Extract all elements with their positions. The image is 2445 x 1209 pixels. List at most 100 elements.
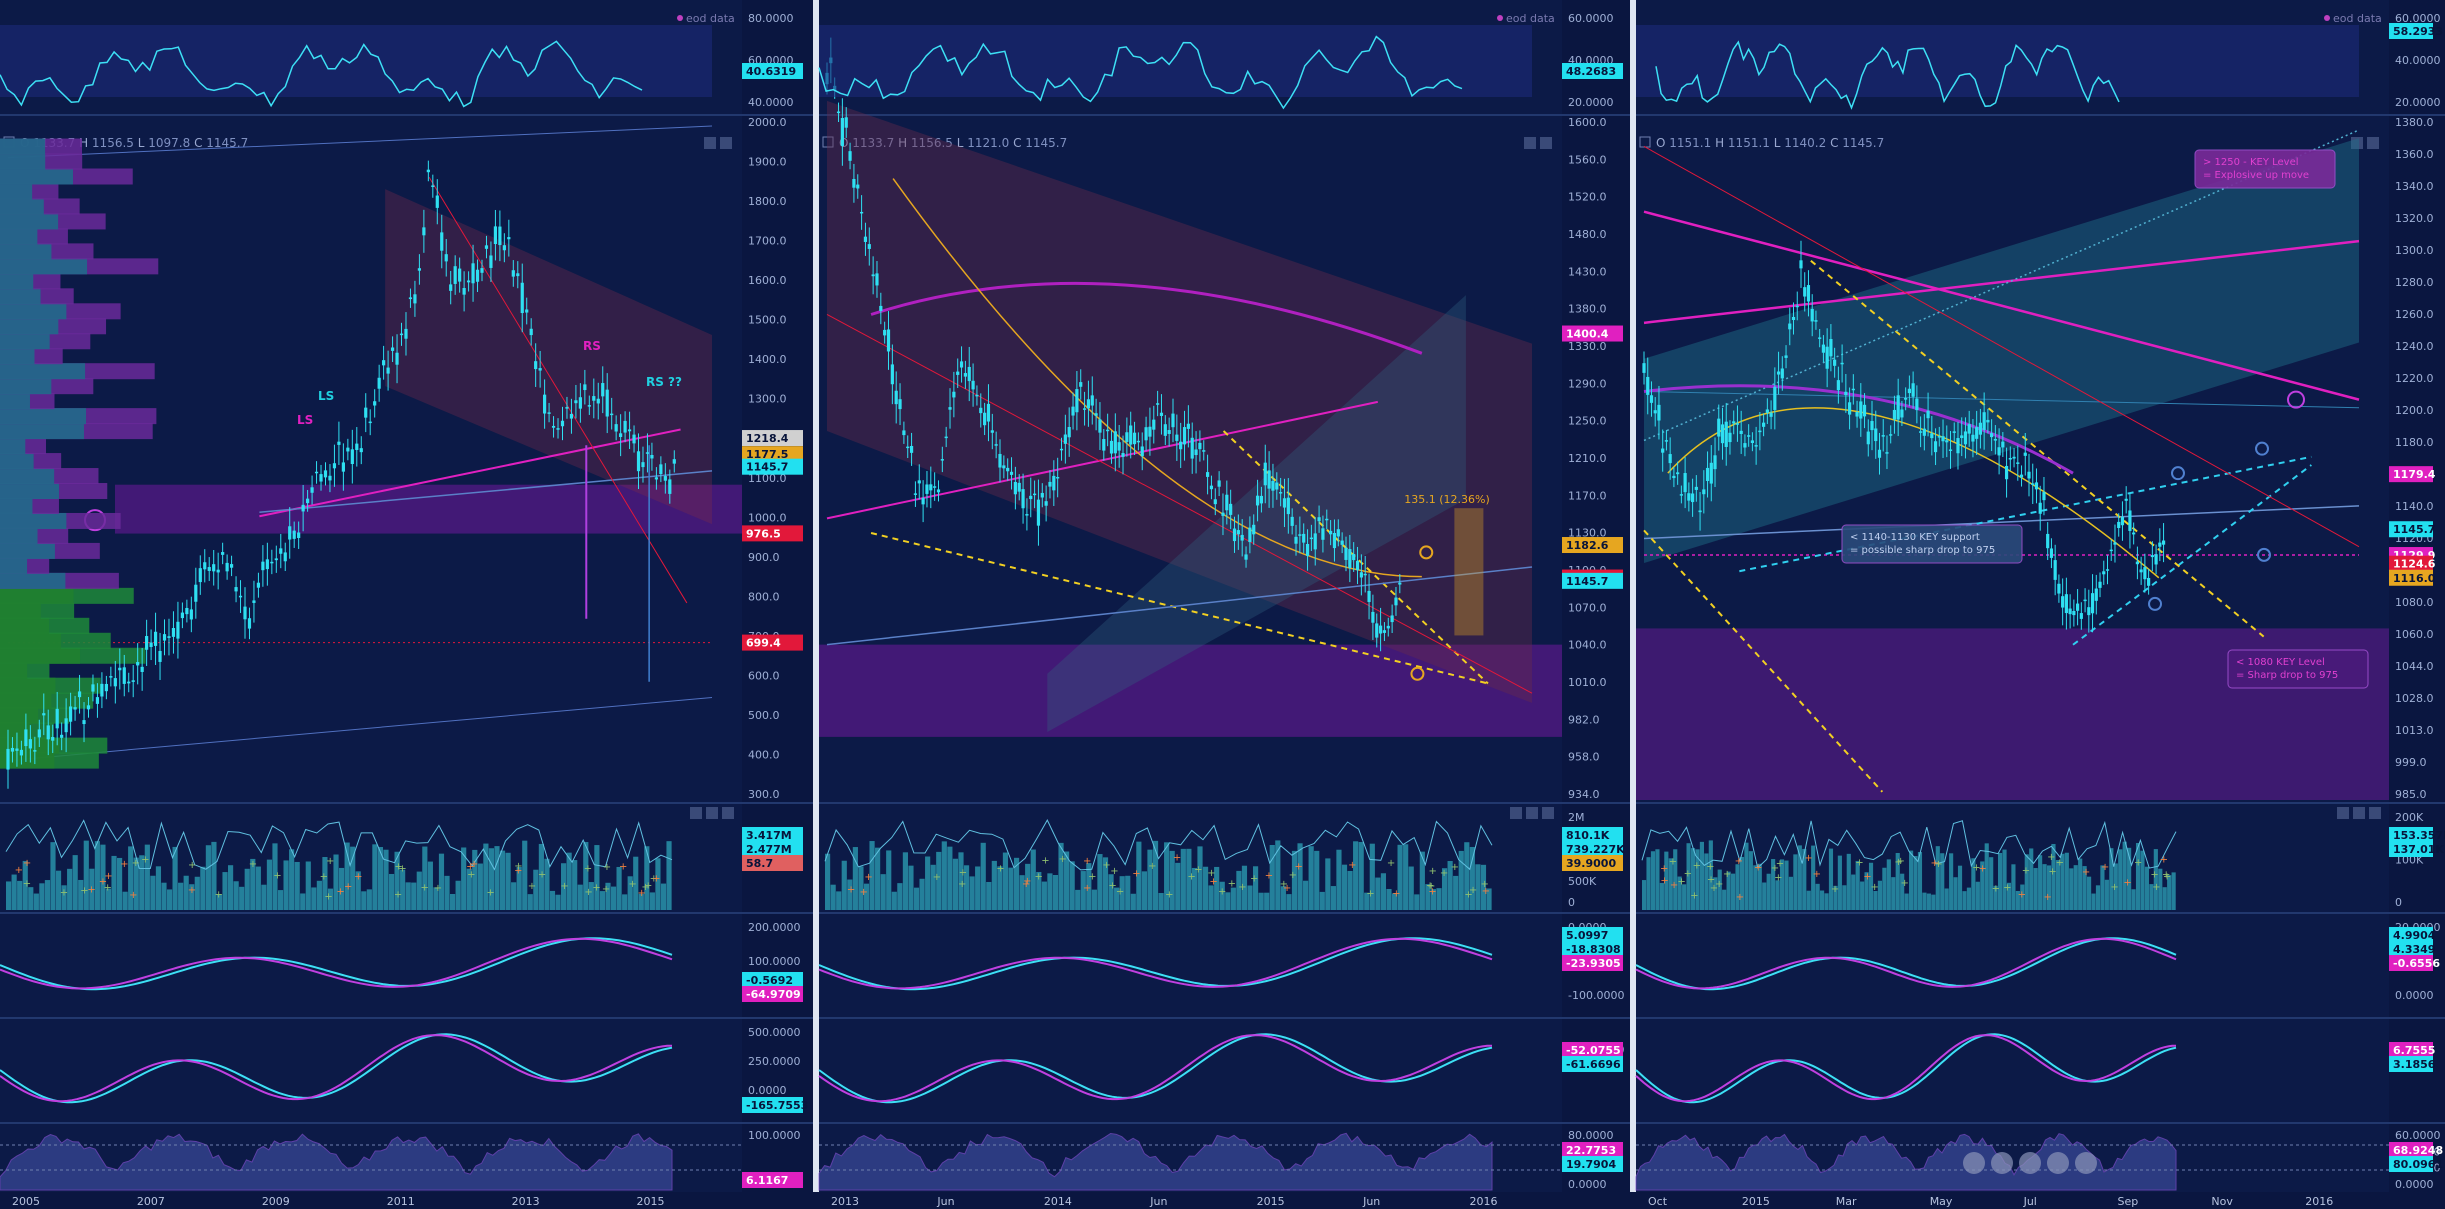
osc-value-label: -165.7553	[746, 1099, 808, 1112]
candle	[69, 706, 73, 722]
value-box	[1562, 572, 1623, 589]
low-value-label: 6.1167	[746, 1174, 788, 1187]
volume-cross-marker: +	[99, 877, 107, 888]
value-box	[1562, 841, 1623, 857]
candle	[1967, 424, 1971, 434]
candle	[1885, 452, 1889, 454]
candle	[2053, 560, 2057, 580]
volume-cross-marker: +	[1690, 890, 1698, 901]
volume-profile-bar	[0, 153, 46, 170]
candle	[2064, 594, 2068, 614]
candle	[547, 412, 551, 414]
volume-cross-marker: +	[2003, 883, 2011, 894]
volume-bar	[416, 871, 422, 910]
rsi-line	[0, 40, 643, 108]
volume-bar	[544, 858, 550, 910]
pane-control-button	[720, 137, 732, 149]
volume-cross-marker: +	[470, 859, 478, 870]
eod-data-watermark: eod data	[2333, 12, 2382, 25]
volume-bar	[2091, 893, 2096, 910]
candle	[279, 548, 283, 554]
candle	[1355, 560, 1360, 571]
volume-bar	[1164, 842, 1170, 910]
candle	[578, 397, 582, 409]
candle	[1221, 512, 1225, 516]
candle	[1359, 572, 1363, 578]
volume-cross-marker: +	[1693, 861, 1701, 872]
volume-bar	[1895, 852, 1900, 910]
navigation-button[interactable]	[1991, 1152, 2013, 1174]
value-box	[2389, 927, 2433, 943]
rsi-band	[819, 25, 1532, 97]
price-tick-label: 1600.0	[1568, 116, 1607, 129]
candle	[1971, 434, 1975, 442]
volume-bar	[1690, 848, 1696, 910]
navigation-button[interactable]	[2019, 1152, 2041, 1174]
navigation-button[interactable]	[1963, 1152, 1985, 1174]
price-tick-label: 900.0	[748, 551, 780, 564]
candle	[2098, 581, 2102, 588]
price-tick-label: 1290.0	[1568, 377, 1607, 390]
price-tick-label: 1044.0	[2395, 660, 2434, 673]
candle	[1021, 489, 1025, 509]
volume-cross-marker: +	[2152, 882, 2160, 893]
volume-profile-bar	[0, 348, 35, 365]
volume-profile-bar	[0, 632, 61, 649]
price-tick-label: 2000.0	[748, 116, 787, 129]
candle	[990, 430, 994, 433]
candle	[399, 333, 404, 336]
macd-signal	[818, 937, 1493, 990]
candle	[167, 636, 171, 638]
volume-bar	[2078, 858, 2083, 910]
candle	[1866, 431, 1870, 445]
candle	[1646, 376, 1650, 395]
key-zone	[115, 484, 742, 534]
navigation-button[interactable]	[2047, 1152, 2069, 1174]
candle	[1769, 412, 1773, 417]
candle	[1159, 412, 1164, 416]
candle	[538, 368, 542, 371]
volume-tick-label: 200K	[2395, 811, 2424, 824]
marker-icon	[2287, 390, 2305, 409]
volume-bar	[2038, 855, 2043, 910]
candle	[2120, 516, 2125, 526]
volume-bar	[483, 843, 489, 910]
volume-bar	[1225, 892, 1231, 910]
candle	[836, 111, 841, 114]
navigation-button[interactable]	[2075, 1152, 2097, 1174]
volume-bar	[947, 846, 953, 910]
pane-control-button	[1526, 807, 1538, 819]
volume-bar	[908, 865, 914, 910]
volume-bar	[1917, 852, 1923, 910]
candle	[2072, 611, 2076, 616]
note-box	[2194, 149, 2336, 189]
price-tick-label: 500.0	[748, 709, 780, 722]
candle	[256, 582, 261, 588]
candle	[1661, 448, 1665, 453]
candle	[274, 558, 278, 561]
candle	[511, 270, 515, 277]
volume-bar	[166, 889, 173, 910]
volume-bar	[1855, 860, 1860, 910]
volume-bar	[283, 860, 289, 910]
price-value-label: 1177.5	[746, 448, 788, 461]
candle	[426, 169, 430, 173]
volume-bar	[1464, 842, 1470, 910]
candle	[435, 195, 439, 208]
volume-bar	[2118, 849, 2123, 910]
volume-profile-bar	[0, 168, 74, 185]
volume-profile-bar	[0, 288, 41, 305]
candle	[1702, 489, 1706, 495]
moving-average	[892, 178, 1422, 578]
candle	[2113, 542, 2117, 545]
candle	[122, 667, 126, 684]
volume-bar	[1726, 871, 1731, 910]
candle	[422, 227, 426, 236]
volume-bar	[1047, 873, 1053, 910]
volume-bar	[83, 840, 89, 910]
volume-cross-marker: +	[87, 884, 95, 895]
volume-cross-marker: +	[1660, 863, 1668, 874]
candle	[1079, 382, 1083, 387]
price-tick-label: 1140.0	[2395, 500, 2434, 513]
volume-value-label: 137.01K	[2393, 843, 2444, 856]
